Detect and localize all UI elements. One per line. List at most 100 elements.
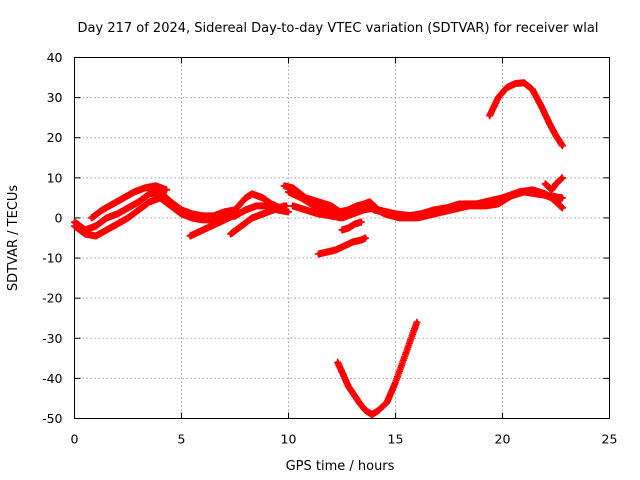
data-point <box>393 380 398 385</box>
data-point <box>505 85 509 90</box>
data-point <box>147 200 152 204</box>
data-point <box>243 196 248 200</box>
data-point <box>316 200 321 204</box>
data-point <box>222 210 227 214</box>
y-tick-label: -10 <box>42 251 62 266</box>
data-point <box>188 234 192 238</box>
data-points <box>71 79 566 418</box>
data-point <box>350 212 355 216</box>
data-point <box>265 204 269 208</box>
series-arc-9 <box>338 218 365 234</box>
data-point <box>346 226 351 230</box>
data-point <box>415 320 419 325</box>
data-point <box>402 356 406 361</box>
data-point <box>329 204 334 208</box>
data-point <box>398 216 402 220</box>
chart-title: Day 217 of 2024, Sidereal Day-to-day VTE… <box>78 21 599 36</box>
data-point <box>342 244 346 248</box>
data-point <box>72 224 77 228</box>
data-point <box>376 408 381 413</box>
data-point <box>432 212 436 216</box>
data-point <box>111 202 115 206</box>
data-point <box>340 228 344 232</box>
plot-border <box>74 57 610 419</box>
data-point <box>357 400 361 405</box>
data-point <box>368 200 372 204</box>
data-point <box>169 204 173 208</box>
data-point <box>549 188 554 192</box>
data-point <box>487 113 492 118</box>
y-tick-label: 0 <box>55 210 63 225</box>
data-point <box>303 208 308 212</box>
data-point <box>357 204 361 208</box>
data-point <box>83 232 87 236</box>
y-tick-label: -50 <box>42 411 62 426</box>
data-point <box>335 360 340 365</box>
data-point <box>136 208 141 212</box>
data-point <box>179 212 184 216</box>
data-point <box>513 81 518 86</box>
data-point <box>554 133 558 138</box>
axis-ticks: 0 5 10 15 20 25 -50 -40 -30 -20 -10 0 10 20 30 40 <box>42 50 617 447</box>
data-point <box>201 218 205 222</box>
data-point <box>211 218 216 222</box>
y-tick-label: -40 <box>42 371 62 386</box>
data-point <box>115 212 120 216</box>
data-point <box>158 196 162 200</box>
data-point <box>235 212 239 216</box>
data-point <box>239 224 244 228</box>
grid-lines <box>74 57 610 419</box>
data-point <box>410 332 415 337</box>
data-point <box>100 208 105 212</box>
x-tick-label: 0 <box>71 432 79 447</box>
data-point <box>261 212 265 216</box>
y-tick-label: 40 <box>47 50 63 65</box>
data-point <box>346 208 351 212</box>
data-point <box>363 236 368 240</box>
data-point <box>346 384 351 389</box>
x-tick-label: 20 <box>495 432 511 447</box>
data-point <box>312 204 317 208</box>
data-point <box>94 234 98 238</box>
data-point <box>261 196 265 200</box>
data-point <box>164 188 169 192</box>
data-point <box>340 216 344 220</box>
data-point <box>282 204 287 208</box>
data-point <box>560 176 565 180</box>
y-axis-label: SDTVAR / TECUs <box>6 185 21 292</box>
y-tick-label: 10 <box>47 170 63 185</box>
y-tick-label: 30 <box>47 90 63 105</box>
data-point <box>126 206 130 210</box>
x-tick-label: 15 <box>388 432 404 447</box>
data-point <box>299 196 304 200</box>
data-point <box>359 220 364 224</box>
data-point <box>136 200 141 204</box>
data-point <box>104 228 109 232</box>
data-point <box>226 216 231 220</box>
data-point <box>517 190 522 194</box>
series-arc-8 <box>289 188 566 222</box>
data-point <box>316 212 321 216</box>
data-point <box>370 412 374 417</box>
y-tick-label: -30 <box>42 331 62 346</box>
series-arc-13 <box>541 174 566 194</box>
data-point <box>126 216 130 220</box>
data-point <box>228 232 233 236</box>
data-point <box>547 121 552 126</box>
data-point <box>291 186 295 190</box>
data-point <box>483 200 488 204</box>
data-point <box>316 252 321 256</box>
data-point <box>154 184 158 188</box>
data-point <box>147 192 152 196</box>
series-arc-10 <box>315 234 369 258</box>
y-tick-label: 20 <box>47 130 63 145</box>
data-point <box>539 103 543 108</box>
data-point <box>121 196 126 200</box>
data-point <box>254 204 259 208</box>
data-point <box>329 214 334 218</box>
data-point <box>190 216 194 220</box>
y-tick-label: -20 <box>42 291 62 306</box>
x-axis-label: GPS time / hours <box>286 459 395 474</box>
